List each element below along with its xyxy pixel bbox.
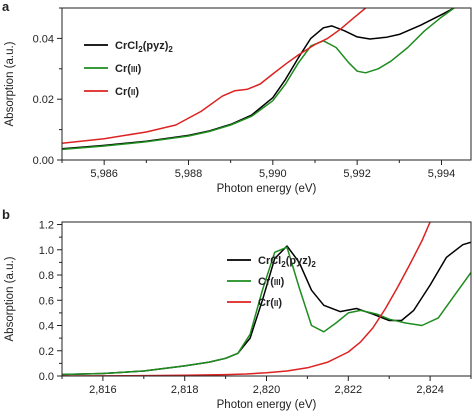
- panel-b: 2,816 2,818 2,820 2,822 2,824 0.0 0.2 0.4 0.6 0.8…: [2, 207, 472, 411]
- legend-entry-1: Cr(III): [115, 63, 142, 75]
- legend-text-sub: 2: [138, 45, 143, 54]
- x-tick-label: 5,986: [90, 168, 118, 180]
- legend-text-mid: (pyz): [143, 40, 169, 52]
- series-line-1: [62, 8, 455, 151]
- legend-entry-1: Cr(III): [258, 276, 285, 288]
- y-tick-label: 0.8: [39, 270, 54, 282]
- legend-entry-2: Cr(II): [258, 297, 282, 309]
- y-tick-label: 0.0: [39, 371, 54, 383]
- y-tick-label: 0.6: [39, 295, 54, 307]
- legend-text-main: Cr(: [258, 276, 274, 288]
- legend-text-roman: III: [131, 65, 138, 74]
- legend-entry-0: CrCl2(pyz)2: [258, 255, 316, 269]
- series-line-1: [62, 246, 471, 376]
- legend-text-roman: II: [274, 299, 278, 308]
- legend-text-sub: 2: [281, 260, 286, 269]
- x-tick-label: 5,990: [259, 168, 287, 180]
- y-tick-label: 0.02: [33, 94, 54, 106]
- legend-text-end: ): [278, 297, 282, 309]
- legend-text-end: ): [281, 276, 285, 288]
- legend: CrCl2(pyz)2Cr(III)Cr(II): [84, 40, 173, 98]
- y-tick-label: 0.2: [39, 346, 54, 358]
- y-tick-label: 0.00: [33, 155, 54, 167]
- y-tick-label: 1.2: [39, 220, 54, 232]
- x-tick-label: 5,988: [175, 168, 203, 180]
- plot-frame: [61, 7, 472, 161]
- legend-text-main: CrCl: [115, 40, 138, 52]
- x-tick-label: 5,992: [343, 168, 371, 180]
- legend-text-sub: 2: [168, 45, 173, 54]
- y-axis-label: Absorption (a.u.): [4, 41, 16, 126]
- legend: CrCl2(pyz)2Cr(III)Cr(II): [227, 255, 316, 309]
- legend-entry-0: CrCl2(pyz)2: [115, 40, 173, 54]
- y-tick-label: 1.0: [39, 245, 54, 257]
- series-line-0: [62, 8, 455, 150]
- legend-text-main: Cr(: [115, 86, 131, 98]
- legend-text-end: ): [138, 63, 142, 75]
- legend-text-roman: II: [131, 88, 135, 97]
- x-tick-label: 2,820: [253, 384, 281, 396]
- x-tick-label: 2,818: [171, 384, 199, 396]
- panel-letter: b: [2, 207, 10, 222]
- series-line-2: [62, 8, 367, 145]
- y-tick-label: 0.4: [39, 321, 54, 333]
- x-axis-label: Photon energy (eV): [217, 399, 317, 411]
- x-tick-label: 2,824: [416, 384, 444, 396]
- panel-letter: a: [2, 0, 10, 14]
- y-axis-label: Absorption (a.u.): [4, 256, 16, 341]
- legend-text-main: Cr(: [115, 63, 131, 75]
- x-tick-label: 2,816: [89, 384, 117, 396]
- legend-text-sub: 2: [311, 260, 316, 269]
- legend-text-main: Cr(: [258, 297, 274, 309]
- panel-a: 5,986 5,988 5,990 5,992 5,994 0.00 0.02 0.04 Pho…: [2, 0, 472, 195]
- x-tick-label: 2,822: [335, 384, 363, 396]
- y-tick-label: 0.04: [33, 33, 54, 45]
- legend-text-roman: III: [274, 278, 281, 287]
- legend-entry-2: Cr(II): [115, 86, 139, 98]
- legend-text-end: ): [135, 86, 139, 98]
- legend-text-main: CrCl: [258, 255, 281, 267]
- series-line-2: [62, 222, 431, 376]
- x-axis-label: Photon energy (eV): [217, 183, 317, 195]
- series-group: [62, 222, 471, 376]
- x-tick-label: 5,994: [428, 168, 456, 180]
- series-group: [62, 8, 455, 151]
- legend-text-mid: (pyz): [286, 255, 312, 267]
